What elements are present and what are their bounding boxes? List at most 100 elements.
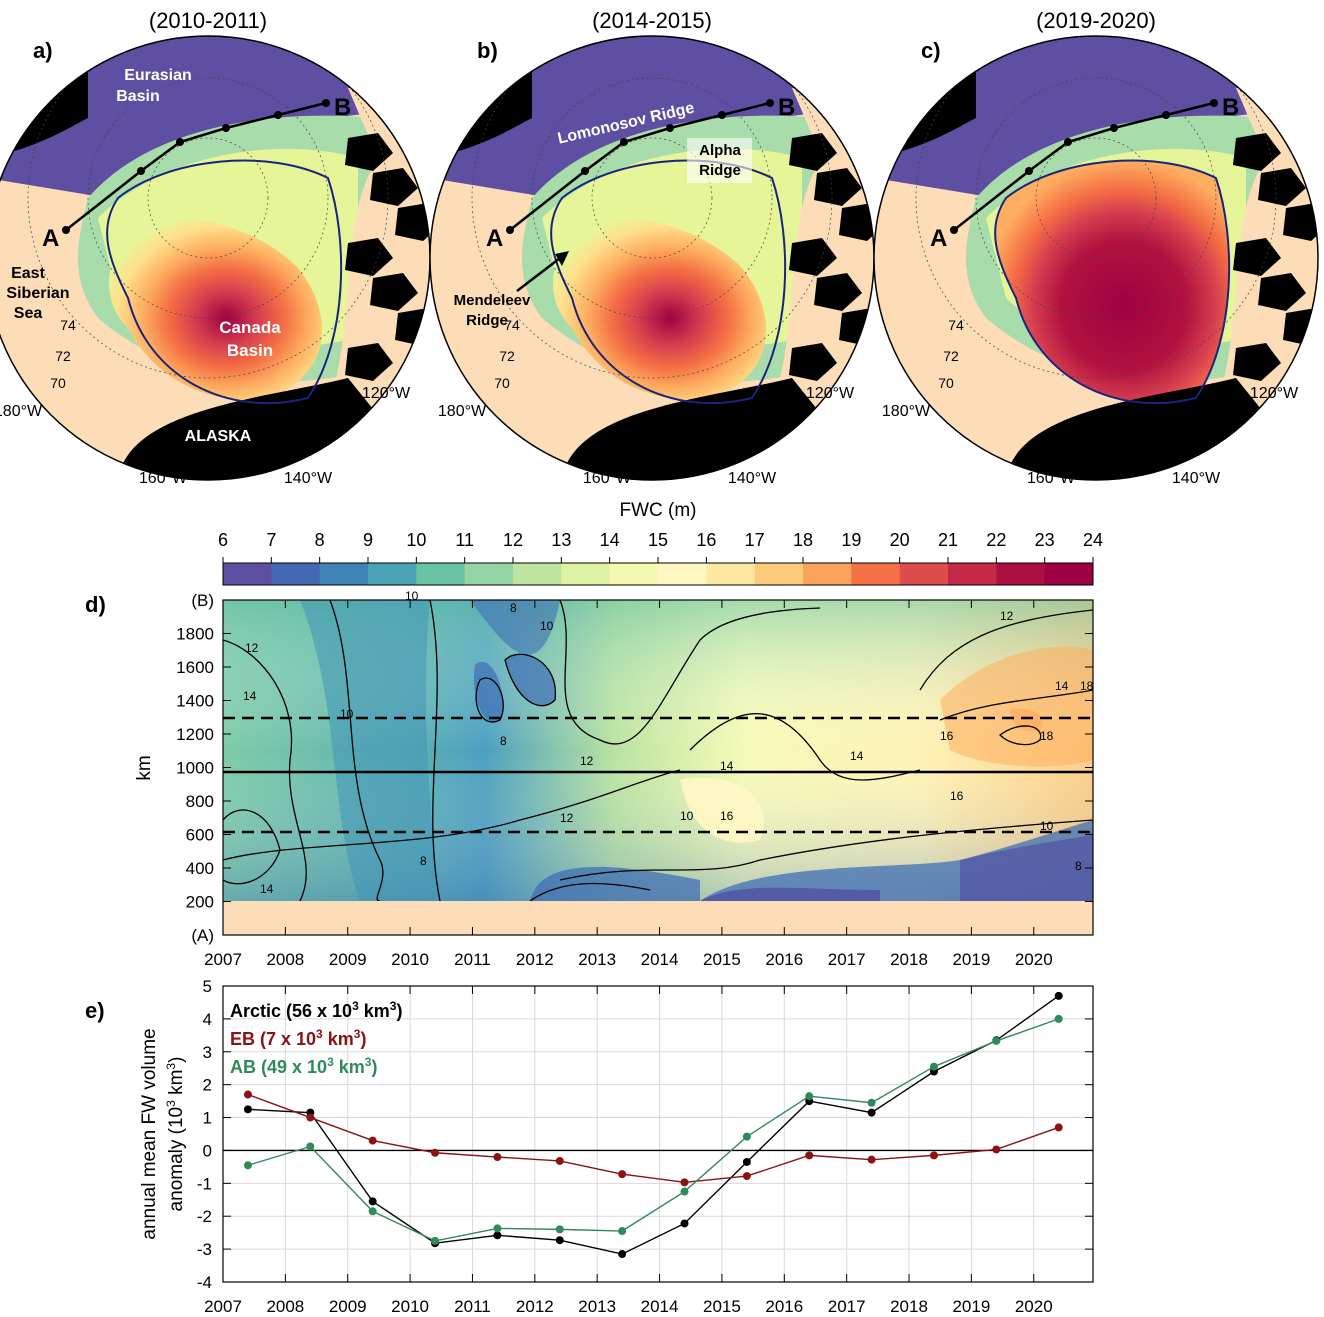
contour-label: 16 <box>950 789 964 803</box>
colorbar-tick-label: 20 <box>890 530 910 550</box>
map-panels: A B (2010-2011) a) 180°W 160°W 140°W 120°W 74 72 7… <box>0 8 1319 487</box>
lon-label: 140°W <box>284 470 333 487</box>
canada-basin-label: Canada <box>219 318 281 337</box>
panel-d-xtick-label: 2016 <box>765 950 803 969</box>
series-point-1 <box>805 1151 814 1160</box>
eurasian-basin-label: Eurasian <box>124 67 192 84</box>
series-point-2 <box>805 1092 814 1101</box>
point-b-label: B <box>334 94 351 121</box>
colorbar-segment <box>609 563 659 585</box>
panel-e-ytick-label: -2 <box>197 1207 212 1226</box>
map-outline <box>873 35 1319 481</box>
colorbar-segment <box>513 563 562 585</box>
contour-label: 10 <box>540 619 554 633</box>
island-shape <box>1283 308 1318 346</box>
panel-d-xtick-label: 2012 <box>516 950 554 969</box>
panel-e-ytick-label: 5 <box>203 977 212 996</box>
series-point-2 <box>680 1187 689 1196</box>
panel-e-xticks: 2007 2008 2009 2010 2011 2012 2013 2014 2015 2016… <box>204 986 1053 1316</box>
island-shape <box>789 343 837 381</box>
panel-d-ytick-label: (B) <box>191 591 214 610</box>
series-point-1 <box>368 1136 377 1145</box>
point-a-label: A <box>42 225 59 252</box>
panel-e-legend: Arctic (56 x 103 km3) EB (7 x 103 km3) AB … <box>230 999 402 1077</box>
contour-label: 18 <box>1080 679 1094 693</box>
section-dot <box>766 99 774 107</box>
contour-label: 12 <box>580 754 594 768</box>
island-shape <box>839 203 874 241</box>
contour-label: 14 <box>850 749 864 763</box>
series-point-2 <box>368 1207 377 1216</box>
contour-label: 8 <box>510 601 517 615</box>
map-title: (2014-2015) <box>592 8 712 33</box>
island-shape <box>345 133 393 171</box>
section-dot <box>274 111 282 119</box>
panel-e-ytick-label: 0 <box>203 1141 212 1160</box>
section-dot <box>137 167 145 175</box>
contour-label: 10 <box>340 707 354 721</box>
land-band <box>223 901 1093 935</box>
lat-label: 74 <box>60 317 76 333</box>
series-point-0 <box>493 1231 502 1240</box>
series-point-2 <box>929 1062 938 1071</box>
colorbar-tick-label: 22 <box>986 530 1006 550</box>
panel-e-ylabel-line2: anomaly (103 km3) <box>164 1057 187 1212</box>
panel-e-xtick-label: 2013 <box>578 1297 616 1316</box>
series-point-1 <box>243 1090 252 1099</box>
contour-label: 8 <box>500 734 507 748</box>
section-line <box>65 101 327 231</box>
series-point-0 <box>555 1236 564 1245</box>
series-point-0 <box>618 1250 627 1259</box>
section-dot <box>1064 138 1072 146</box>
series-point-2 <box>1054 1014 1063 1023</box>
series-point-0 <box>368 1197 377 1206</box>
point-b-label: B <box>1222 94 1239 121</box>
mendeleev-arrow <box>516 254 565 292</box>
panel-d-ytick-label: 1800 <box>176 625 214 644</box>
alpha-ridge-label: Ridge <box>699 162 741 179</box>
island-shape <box>1283 203 1318 241</box>
colorbar-tick-label: 7 <box>266 530 276 550</box>
east-siberian-sea-label: Sea <box>14 305 43 322</box>
colorbar-title: FWC (m) <box>619 500 696 521</box>
lon-label: 180°W <box>882 403 931 420</box>
colorbar-frame <box>222 562 1094 586</box>
panel-d-label: d) <box>85 592 106 617</box>
series-point-1 <box>306 1113 315 1122</box>
series-point-2 <box>618 1227 627 1236</box>
hovmoller-field <box>223 600 1093 901</box>
colorbar-segment <box>464 563 514 585</box>
alaska-label: ALASKA <box>185 428 252 445</box>
colorbar-tick-label: 23 <box>1035 530 1055 550</box>
eurasian-basin-field <box>874 36 1318 198</box>
colorbar-tick-label: 17 <box>745 530 765 550</box>
panel-e-xtick-label: 2016 <box>765 1297 803 1316</box>
contour-labels: 12 10 8 10 14 10 8 12 14 10 12 14 16 12 14 18 18 16 10 8 14 8… <box>243 589 1094 896</box>
panel-e-ytick-label: 3 <box>203 1043 212 1062</box>
section-dot <box>176 138 184 146</box>
panel-e-ytick-label: 1 <box>203 1109 212 1128</box>
contour-label: 12 <box>1000 609 1014 623</box>
panel-d-xtick-label: 2019 <box>952 950 990 969</box>
island-shape <box>395 203 430 241</box>
contour-label: 10 <box>680 809 694 823</box>
lon-label: 120°W <box>806 385 855 402</box>
map-panel-label: b) <box>477 38 498 63</box>
section-dot <box>322 99 330 107</box>
series-point-1 <box>431 1148 440 1157</box>
panel-d-xtick-label: 2009 <box>329 950 367 969</box>
panel-d-ytick-label: 1200 <box>176 725 214 744</box>
point-b-label: B <box>778 94 795 121</box>
contour-label: 18 <box>1040 729 1054 743</box>
colorbar-tick-label: 16 <box>696 530 716 550</box>
panel-d-ytick-label: 1600 <box>176 658 214 677</box>
panel-d-ytick-label: 200 <box>186 893 214 912</box>
island-shape <box>1258 168 1306 206</box>
lat-label: 70 <box>50 375 66 391</box>
canada-basin-field <box>553 218 766 400</box>
panel-e-xtick-label: 2007 <box>204 1297 242 1316</box>
section-dot <box>718 111 726 119</box>
colorbar-ticks: 6 7 8 9 10 11 12 13 14 15 16 17 18 19 20 21 22 23 24 <box>218 530 1103 563</box>
series-point-0 <box>1054 991 1063 1000</box>
island-shape <box>814 168 862 206</box>
